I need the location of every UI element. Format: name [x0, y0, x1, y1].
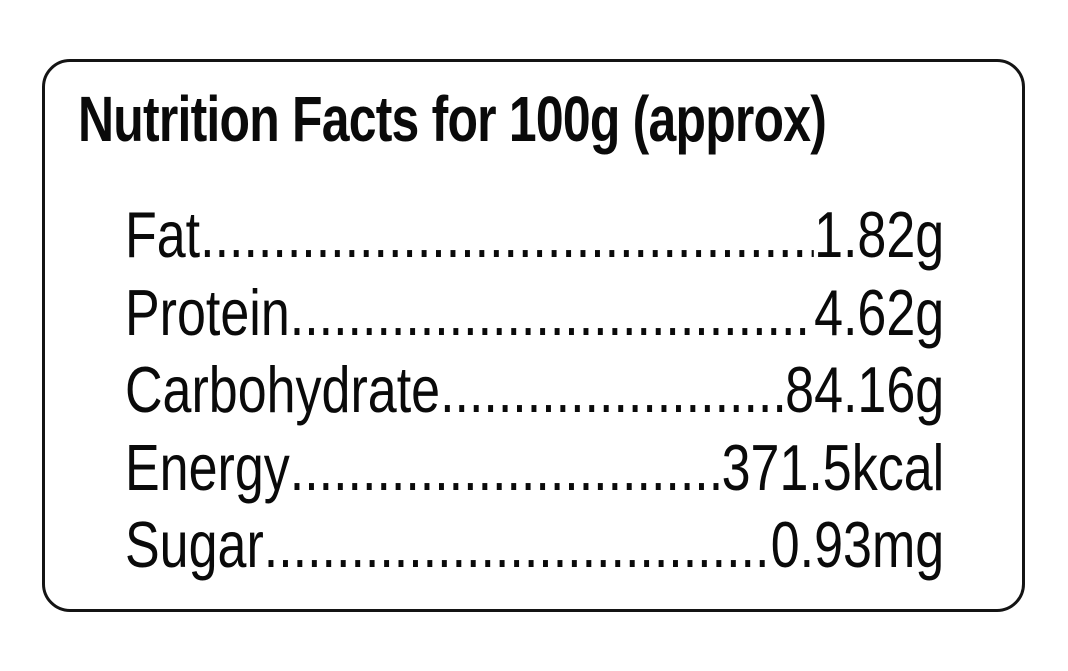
nutrient-value: 0.93mg: [770, 508, 945, 581]
nutrient-name: Fat: [125, 198, 201, 271]
nutrition-facts-title: Nutrition Facts for 100g (approx): [78, 83, 827, 155]
nutrition-row-sugar: Sugar ..................................…: [125, 506, 944, 584]
nutrient-value: 84.16g: [785, 353, 945, 426]
nutrition-row-protein: Protein ................................…: [125, 274, 944, 352]
nutrient-value: 371.5kcal: [721, 430, 945, 504]
nutrition-facts-card: Nutrition Facts for 100g (approx) Fat ..…: [42, 59, 1025, 612]
dot-leader: ........................................…: [289, 275, 815, 349]
nutrient-name: Carbohydrate: [125, 353, 441, 426]
nutrient-name: Energy: [125, 430, 290, 504]
nutrient-value: 1.82g: [814, 198, 945, 271]
dot-leader: ........................................…: [200, 198, 814, 271]
nutrition-row-carbohydrate: Carbohydrate ...........................…: [125, 351, 944, 429]
nutrition-row-energy: Energy .................................…: [125, 429, 944, 507]
dot-leader: ........................................…: [289, 430, 722, 504]
dot-leader: ........................................…: [440, 353, 785, 426]
dot-leader: ........................................…: [263, 508, 771, 581]
nutrition-row-fat: Fat ....................................…: [125, 196, 944, 274]
nutrient-name: Sugar: [125, 508, 264, 581]
nutrition-rows: Fat ....................................…: [125, 196, 944, 584]
nutrient-name: Protein: [125, 275, 290, 349]
nutrient-value: 4.62g: [814, 275, 945, 349]
